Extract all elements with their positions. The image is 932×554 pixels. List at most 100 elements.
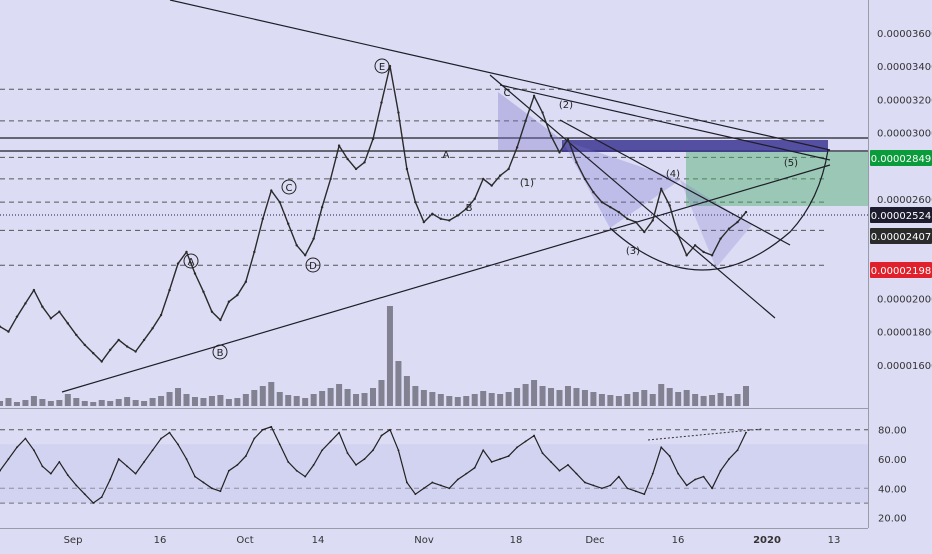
price-tick-label: 0.00003000 [877, 128, 932, 139]
price-point [0, 325, 2, 328]
rsi-point [329, 440, 332, 443]
volume-bar [149, 398, 156, 406]
rsi-point [227, 469, 230, 472]
volume-bar [420, 390, 427, 406]
wave-label-circle [305, 257, 321, 273]
price-tick-label: 0.00002600 [877, 195, 932, 206]
volume-bar [166, 392, 173, 406]
volume-bar [115, 399, 122, 406]
price-point [15, 315, 19, 318]
volume-bar [217, 395, 224, 406]
wave-labels: A B C D E A B C (1) (2) (3) (4) (5) [183, 58, 798, 360]
price-point [134, 350, 137, 353]
price-point [693, 244, 697, 247]
price-point [151, 327, 154, 330]
price-point [210, 310, 214, 313]
wave-label: (3) [626, 246, 640, 257]
rsi-tick-label: 60.00 [878, 455, 907, 466]
rsi-point [295, 469, 298, 472]
rsi-trendline [647, 428, 763, 441]
rsi-point [499, 458, 502, 460]
rsi-point [355, 463, 357, 466]
wave-label-circled: D [309, 261, 317, 272]
price-point [109, 348, 112, 352]
price-axis-labels: 0.00003600 0.00003400 0.00003200 0.00003000… [877, 29, 932, 372]
volume-bar [208, 396, 215, 406]
volume-bars [0, 306, 749, 406]
rsi-point [168, 431, 171, 434]
time-tick-label: 14 [312, 535, 325, 546]
volume-bar [717, 393, 724, 406]
wave-label: (2) [559, 100, 573, 111]
price-point [236, 293, 239, 297]
wave-label-circled: A [188, 257, 195, 268]
volume-bar [73, 398, 80, 406]
wave-label-circled: E [379, 62, 385, 73]
rsi-point [558, 469, 561, 472]
rsi-point [533, 434, 535, 437]
rsi-point [194, 475, 196, 478]
rsi-tick-label: 80.00 [878, 426, 907, 437]
volume-bar [344, 389, 351, 406]
price-point [473, 197, 476, 201]
volume-bar [327, 388, 334, 406]
price-point [58, 310, 61, 313]
trendline [559, 119, 791, 246]
price-badge [870, 228, 932, 244]
rsi-point [134, 472, 137, 475]
rsi-point [668, 455, 671, 457]
resistance-zone [562, 140, 828, 152]
price-badge-label: 0.00002198 [871, 266, 931, 277]
volume-bar [624, 394, 631, 406]
wave-label: A [443, 150, 450, 161]
price-point [744, 210, 748, 214]
rsi-point [41, 465, 44, 468]
volume-bar [225, 399, 232, 406]
volume-bar [47, 401, 54, 406]
price-point [168, 288, 171, 292]
price-point [7, 330, 10, 333]
volume-bar [403, 376, 410, 406]
price-point [278, 200, 281, 204]
rsi-point [321, 449, 324, 452]
volume-bar [743, 386, 749, 406]
rsi-point [83, 493, 86, 496]
volume-bar [607, 395, 614, 406]
rsi-point [575, 472, 578, 475]
trendlines [61, 0, 831, 393]
rsi-point [397, 449, 400, 452]
zone-boxes [498, 92, 868, 268]
wave-label-circle [281, 179, 297, 195]
rsi-point [185, 458, 188, 460]
wave-label: C [504, 88, 511, 99]
price-point [600, 200, 604, 204]
rsi-point [261, 428, 264, 431]
price-point [719, 237, 722, 240]
price-point [125, 345, 129, 348]
price-point [253, 250, 256, 254]
volume-bar [573, 388, 580, 406]
volume-bar [480, 391, 487, 406]
price-point [295, 244, 298, 247]
volume-bar [336, 384, 343, 406]
time-tick-label: 16 [672, 535, 685, 546]
rsi-point [465, 472, 468, 475]
trendline [61, 164, 831, 393]
rsi-point [456, 478, 459, 481]
price-point [346, 157, 349, 161]
rsi-point [312, 463, 315, 466]
price-tick-label: 0.00001600 [877, 361, 932, 372]
price-point [337, 144, 341, 147]
volume-bar [649, 394, 656, 406]
volume-bar [615, 396, 622, 406]
time-tick-label: 2020 [753, 535, 781, 546]
wave-label: (5) [784, 158, 798, 169]
volume-bar [81, 401, 88, 406]
rsi-point [473, 466, 476, 469]
wave-label-circle [183, 253, 199, 269]
rsi-point [448, 487, 451, 490]
volume-bar [666, 388, 673, 406]
volume-bar [200, 398, 207, 406]
